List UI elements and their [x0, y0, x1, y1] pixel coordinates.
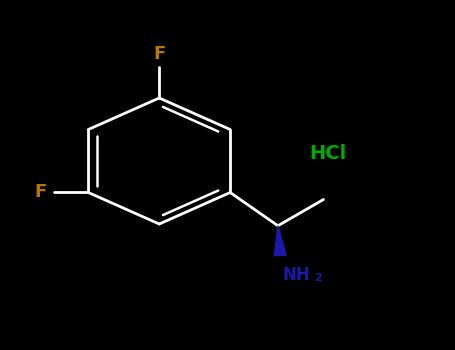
Text: F: F [153, 45, 165, 63]
Text: HCl: HCl [309, 145, 346, 163]
Text: NH: NH [282, 266, 310, 284]
Text: F: F [35, 183, 47, 202]
Text: 2: 2 [314, 273, 322, 283]
Polygon shape [274, 226, 286, 256]
